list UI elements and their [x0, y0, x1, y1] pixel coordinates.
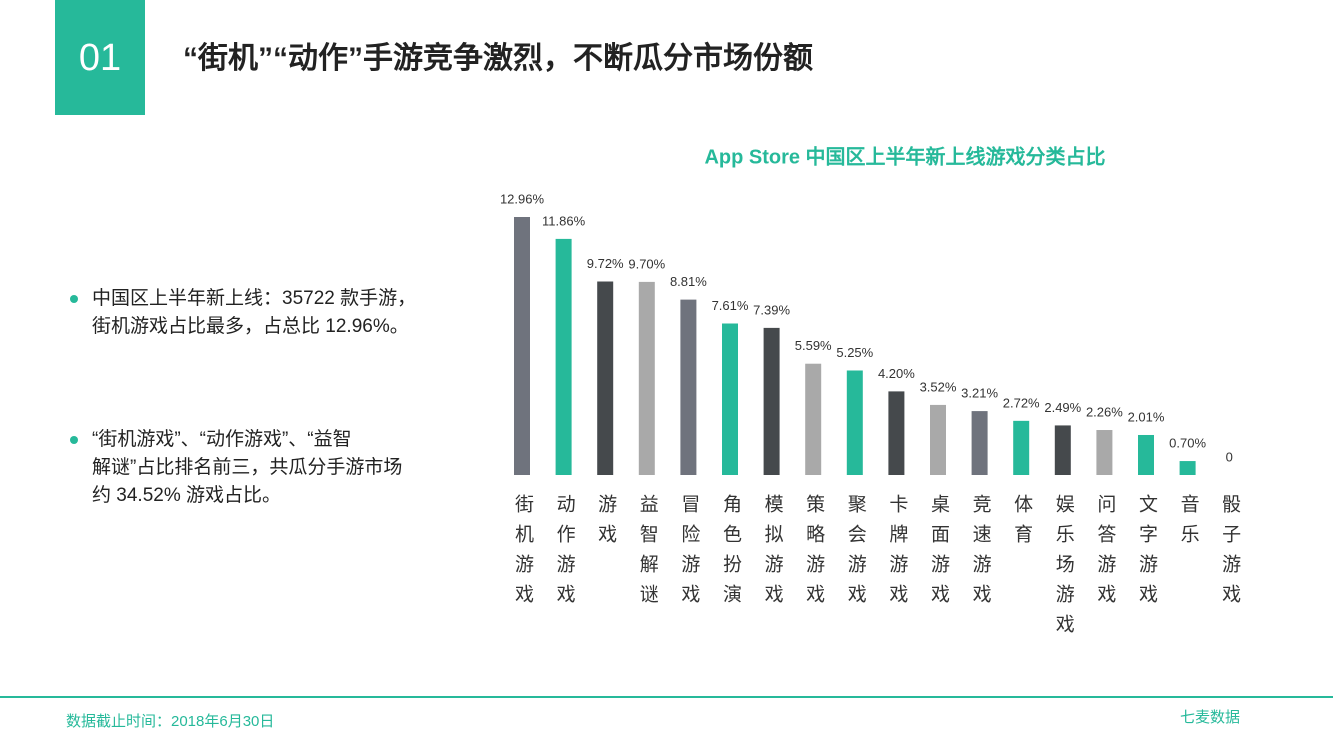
bar [1013, 420, 1030, 475]
bullet-dot [70, 295, 78, 303]
category-label: 竞速游戏 [970, 494, 992, 614]
bullet-text: “街机游戏”、“动作游戏”、“益智 [92, 428, 352, 450]
slide-title: “街机”“动作”手游竞争激烈，不断瓜分市场份额 [183, 41, 813, 75]
bar [722, 323, 738, 475]
bar [846, 370, 863, 475]
value-label: 9.72% [587, 256, 624, 271]
category-label: 问答游戏 [1094, 494, 1116, 614]
value-label: 3.21% [961, 386, 998, 401]
footer-logo: 七麦数据 [1180, 709, 1240, 726]
value-label: 0.70% [1169, 436, 1206, 451]
bullet-text: 解谜”占比排名前三，共瓜分手游市场 [92, 456, 402, 478]
category-label: 冒险游戏 [678, 494, 700, 614]
bullet-text: 街机游戏占比最多，占总比 12.96%。 [92, 315, 409, 337]
value-label: 9.70% [628, 256, 665, 271]
value-label: 3.52% [920, 379, 957, 394]
bar [514, 217, 530, 475]
value-label: 12.96% [500, 191, 545, 206]
bar [805, 363, 822, 475]
category-label: 骰子游戏 [1219, 494, 1241, 614]
bar [930, 404, 946, 475]
category-label: 文字游戏 [1136, 494, 1158, 614]
value-label: 5.25% [836, 345, 873, 360]
bar [555, 238, 572, 475]
bar [1179, 461, 1196, 475]
section-number: 01 [79, 37, 121, 79]
bullet-dot [70, 436, 78, 444]
bullet-text: 中国区上半年新上线：35722 款手游， [92, 287, 416, 309]
value-label: 2.01% [1128, 409, 1165, 424]
category-label: 角色扮演 [720, 494, 742, 614]
value-label: 8.81% [670, 274, 707, 289]
category-label: 音乐 [1178, 494, 1200, 554]
category-label: 街机游戏 [512, 494, 534, 614]
value-label: 2.49% [1044, 400, 1081, 415]
category-label: 策略游戏 [803, 494, 825, 614]
value-label: 11.86% [542, 213, 586, 228]
bar [971, 411, 988, 475]
bar [638, 281, 655, 475]
bar [1096, 430, 1113, 475]
bar [597, 281, 614, 475]
bar [1138, 434, 1154, 475]
bar [888, 391, 905, 475]
value-label: 5.59% [795, 338, 832, 353]
bar [763, 327, 780, 475]
number-box [55, 0, 145, 115]
value-label: 0 [1226, 449, 1233, 464]
value-label: 2.26% [1086, 404, 1123, 419]
category-label: 模拟游戏 [762, 494, 784, 614]
category-label: 动作游戏 [554, 494, 576, 614]
category-label: 体育 [1011, 494, 1032, 554]
category-label: 娱乐场游戏 [1053, 494, 1075, 644]
bullet-text: 约 34.52% 游戏占比。 [92, 484, 281, 506]
bar [1054, 425, 1071, 475]
category-label: 桌面游戏 [928, 494, 950, 614]
category-label: 益智解谜 [637, 494, 659, 614]
value-label: 7.39% [753, 302, 790, 317]
footer-note: 数据截止时间：2018年6月30日 [66, 713, 274, 730]
category-label: 卡牌游戏 [886, 494, 908, 614]
value-label: 4.20% [878, 366, 915, 381]
category-label: 游戏 [595, 494, 617, 554]
value-label: 7.61% [712, 298, 749, 313]
chart-title: App Store 中国区上半年新上线游戏分类占比 [704, 144, 1105, 168]
bar [680, 299, 697, 475]
value-label: 2.72% [1003, 395, 1040, 410]
category-label: 聚会游戏 [845, 494, 867, 614]
